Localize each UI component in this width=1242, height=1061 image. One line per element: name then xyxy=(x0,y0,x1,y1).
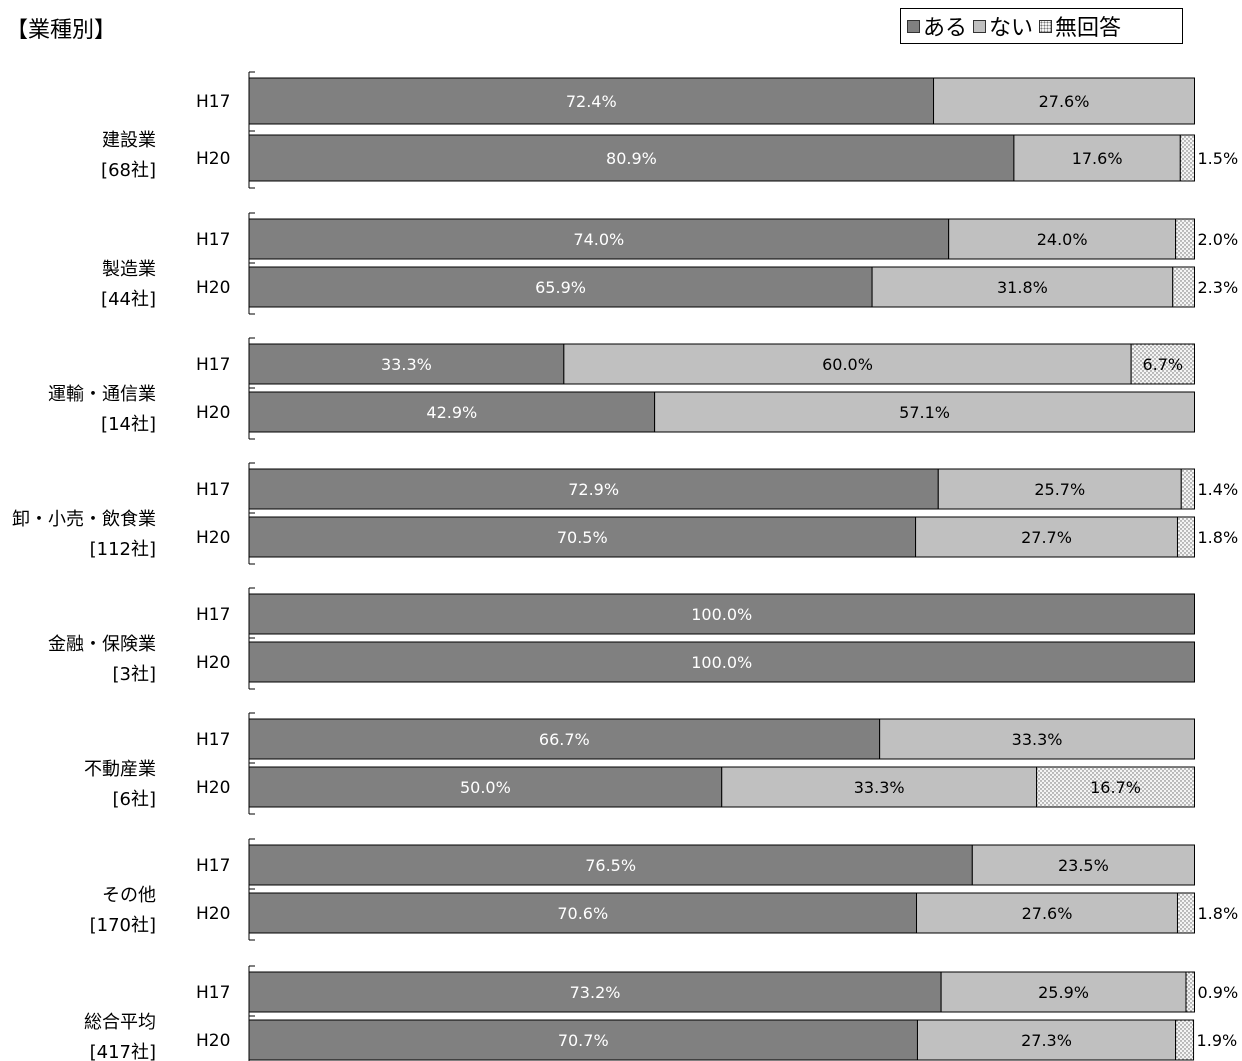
category-count: [14社] xyxy=(101,414,156,435)
category-count: [3社] xyxy=(113,664,157,685)
row-label: H20 xyxy=(196,778,230,798)
row-label: H17 xyxy=(196,856,230,876)
data-label: 25.7% xyxy=(1034,480,1085,499)
bar-segment xyxy=(1180,135,1194,181)
row-label: H17 xyxy=(196,230,230,250)
data-label: 16.7% xyxy=(1090,778,1141,797)
data-label: 27.6% xyxy=(1022,904,1073,923)
bar-segment xyxy=(1181,469,1194,509)
data-label: 70.7% xyxy=(558,1031,609,1050)
data-label: 65.9% xyxy=(535,278,586,297)
category-count: [44社] xyxy=(101,289,156,310)
data-label: 24.0% xyxy=(1037,230,1088,249)
data-label: 70.6% xyxy=(557,904,608,923)
data-label: 25.9% xyxy=(1038,983,1089,1002)
data-label: 70.5% xyxy=(557,528,608,547)
category-count: [112社] xyxy=(90,539,156,560)
data-label: 27.7% xyxy=(1021,528,1072,547)
data-label: 73.2% xyxy=(570,983,621,1002)
category-label: その他 xyxy=(102,885,156,906)
data-label: 60.0% xyxy=(822,355,873,374)
data-label: 27.6% xyxy=(1039,92,1090,111)
data-label: 23.5% xyxy=(1058,856,1109,875)
data-label: 33.3% xyxy=(854,778,905,797)
data-label: 74.0% xyxy=(573,230,624,249)
data-label: 17.6% xyxy=(1072,149,1123,168)
bar-segment xyxy=(1177,893,1194,933)
category-count: [68社] xyxy=(101,160,156,181)
row-label: H20 xyxy=(196,1031,230,1051)
category-label: 不動産業 xyxy=(84,759,156,780)
row-label: H20 xyxy=(196,278,230,298)
data-label: 1.9% xyxy=(1197,1031,1238,1050)
data-label: 50.0% xyxy=(460,778,511,797)
category-label: 運輸・通信業 xyxy=(48,384,156,405)
row-label: H20 xyxy=(196,653,230,673)
data-label: 1.8% xyxy=(1198,904,1239,923)
row-label: H17 xyxy=(196,605,230,625)
row-label: H17 xyxy=(196,730,230,750)
data-label: 33.3% xyxy=(381,355,432,374)
row-label: H17 xyxy=(196,983,230,1003)
data-label: 66.7% xyxy=(539,730,590,749)
data-label: 42.9% xyxy=(426,403,477,422)
data-label: 80.9% xyxy=(606,149,657,168)
row-label: H17 xyxy=(196,480,230,500)
data-label: 6.7% xyxy=(1142,355,1183,374)
data-label: 2.0% xyxy=(1198,230,1239,249)
row-label: H20 xyxy=(196,904,230,924)
data-label: 2.3% xyxy=(1198,278,1239,297)
category-label: 金融・保険業 xyxy=(48,634,156,655)
category-label: 総合平均 xyxy=(84,1012,156,1033)
category-label: 卸・小売・飲食業 xyxy=(12,509,156,530)
data-label: 100.0% xyxy=(691,653,752,672)
category-count: [417社] xyxy=(90,1042,156,1061)
bar-segment xyxy=(1176,1020,1194,1060)
row-label: H20 xyxy=(196,149,230,169)
bar-segment xyxy=(1176,219,1195,259)
data-label: 33.3% xyxy=(1012,730,1063,749)
data-label: 0.9% xyxy=(1198,983,1239,1002)
data-label: 57.1% xyxy=(899,403,950,422)
category-count: [6社] xyxy=(113,789,157,810)
data-label: 27.3% xyxy=(1021,1031,1072,1050)
data-label: 1.5% xyxy=(1198,149,1239,168)
data-label: 31.8% xyxy=(997,278,1048,297)
bar-segment xyxy=(1177,517,1194,557)
data-label: 76.5% xyxy=(585,856,636,875)
category-label: 製造業 xyxy=(102,259,156,280)
bar-segment xyxy=(1186,972,1195,1012)
data-label: 72.4% xyxy=(566,92,617,111)
data-label: 100.0% xyxy=(691,605,752,624)
data-label: 1.8% xyxy=(1198,528,1239,547)
data-label: 72.9% xyxy=(568,480,619,499)
category-label: 建設業 xyxy=(102,130,156,151)
row-label: H20 xyxy=(196,403,230,423)
row-label: H17 xyxy=(196,355,230,375)
row-label: H17 xyxy=(196,92,230,112)
data-label: 1.4% xyxy=(1198,480,1239,499)
category-count: [170社] xyxy=(90,915,156,936)
bar-segment xyxy=(1173,267,1195,307)
row-label: H20 xyxy=(196,528,230,548)
